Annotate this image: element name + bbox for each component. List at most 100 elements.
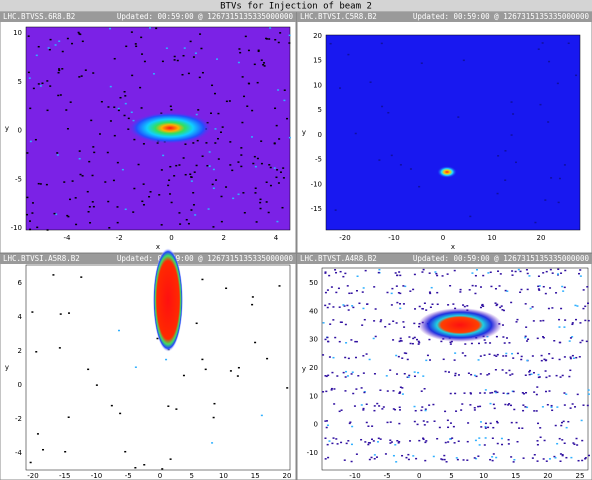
title-bar (0, 0, 592, 12)
pixel-noise (500, 437, 503, 440)
pixel-noise (329, 42, 332, 45)
pixel-noise (66, 214, 69, 217)
pixel-noise (158, 194, 161, 196)
pixel-noise (42, 448, 45, 451)
pixel-noise (571, 336, 574, 338)
pixel-noise (367, 425, 370, 427)
pixel-noise (511, 352, 514, 355)
pixel-noise (563, 442, 566, 445)
pixel-noise (575, 74, 578, 77)
pixel-noise (288, 42, 291, 44)
pixel-noise (288, 136, 291, 139)
pixel-noise (351, 371, 354, 373)
pixel-noise (422, 420, 425, 422)
pixel-noise (413, 405, 416, 408)
pixel-noise (35, 351, 38, 353)
pixel-noise (496, 420, 499, 423)
pixel-noise (110, 404, 113, 407)
pixel-noise (160, 224, 163, 226)
pixel-noise (350, 339, 353, 341)
pixel-noise (274, 38, 277, 41)
pixel-noise (27, 71, 30, 74)
pixel-noise (160, 169, 163, 171)
pixel-noise (389, 369, 392, 371)
pixel-noise (132, 211, 135, 213)
pixel-noise (487, 272, 490, 274)
pixel-noise (529, 369, 532, 372)
pixel-noise (130, 111, 133, 114)
pixel-noise (449, 341, 452, 344)
pixel-noise (380, 319, 383, 321)
pixel-noise (269, 166, 272, 169)
y-tick-label: 5 (18, 78, 22, 86)
pixel-noise (536, 440, 539, 442)
pixel-noise (510, 301, 513, 304)
pixel-noise (532, 320, 535, 322)
pixel-noise (432, 403, 435, 406)
pixel-noise (413, 336, 416, 339)
pixel-noise (480, 426, 483, 428)
pixel-noise (548, 458, 551, 460)
pixel-noise (499, 306, 502, 309)
pixel-noise (216, 137, 219, 140)
pixel-noise (434, 271, 437, 273)
pixel-noise (582, 289, 585, 291)
pixel-noise (242, 192, 245, 194)
pixel-noise (322, 322, 325, 324)
pixel-noise (189, 40, 192, 43)
pixel-noise (381, 408, 384, 410)
pixel-noise (469, 215, 472, 218)
pixel-noise (59, 313, 62, 315)
pixel-noise (206, 164, 209, 167)
pixel-noise (113, 57, 116, 60)
pixel-noise (336, 443, 339, 445)
pixel-noise (32, 87, 35, 90)
pixel-noise (286, 387, 289, 389)
pixel-noise (499, 273, 502, 275)
pixel-noise (563, 404, 566, 406)
pixel-noise (225, 287, 228, 290)
x-tick-label: 10 (219, 472, 228, 480)
pixel-noise (390, 304, 393, 306)
pixel-noise (283, 99, 286, 102)
pixel-noise (511, 373, 514, 375)
panel-updated: Updated: 00:59:00 @ 1267315135335000000 (413, 254, 590, 263)
pixel-noise (493, 354, 496, 357)
pixel-noise (540, 359, 543, 362)
pixel-noise (423, 388, 426, 390)
pixel-noise (345, 370, 348, 373)
pixel-noise (178, 212, 181, 214)
pixel-noise (246, 105, 249, 107)
pixel-noise (538, 289, 541, 291)
panel-header (297, 254, 592, 264)
pixel-noise (542, 319, 545, 322)
pixel-noise (561, 285, 564, 288)
pixel-noise (432, 455, 435, 458)
pixel-noise (492, 403, 495, 406)
pixel-noise (520, 358, 523, 361)
pixel-noise (327, 374, 330, 377)
pixel-noise (142, 183, 145, 185)
pixel-noise (89, 222, 92, 224)
pixel-noise (571, 403, 574, 405)
pixel-noise (243, 211, 246, 214)
pixel-noise (282, 167, 285, 169)
pixel-noise (409, 342, 412, 345)
pixel-noise (513, 408, 516, 411)
pixel-noise (240, 154, 243, 156)
pixel-noise (473, 374, 476, 377)
pixel-noise (398, 409, 401, 411)
pixel-noise (557, 273, 560, 275)
pixel-noise (74, 197, 77, 199)
pixel-noise (330, 387, 333, 390)
pixel-noise (533, 410, 536, 412)
pixel-noise (495, 335, 498, 338)
pixel-noise (509, 404, 512, 407)
pixel-noise (277, 41, 280, 44)
pixel-noise (561, 453, 564, 456)
pixel-noise (544, 390, 547, 393)
pixel-noise (384, 453, 387, 455)
y-tick-label: -10 (11, 224, 22, 232)
pixel-noise (413, 420, 416, 423)
pixel-noise (241, 121, 244, 124)
